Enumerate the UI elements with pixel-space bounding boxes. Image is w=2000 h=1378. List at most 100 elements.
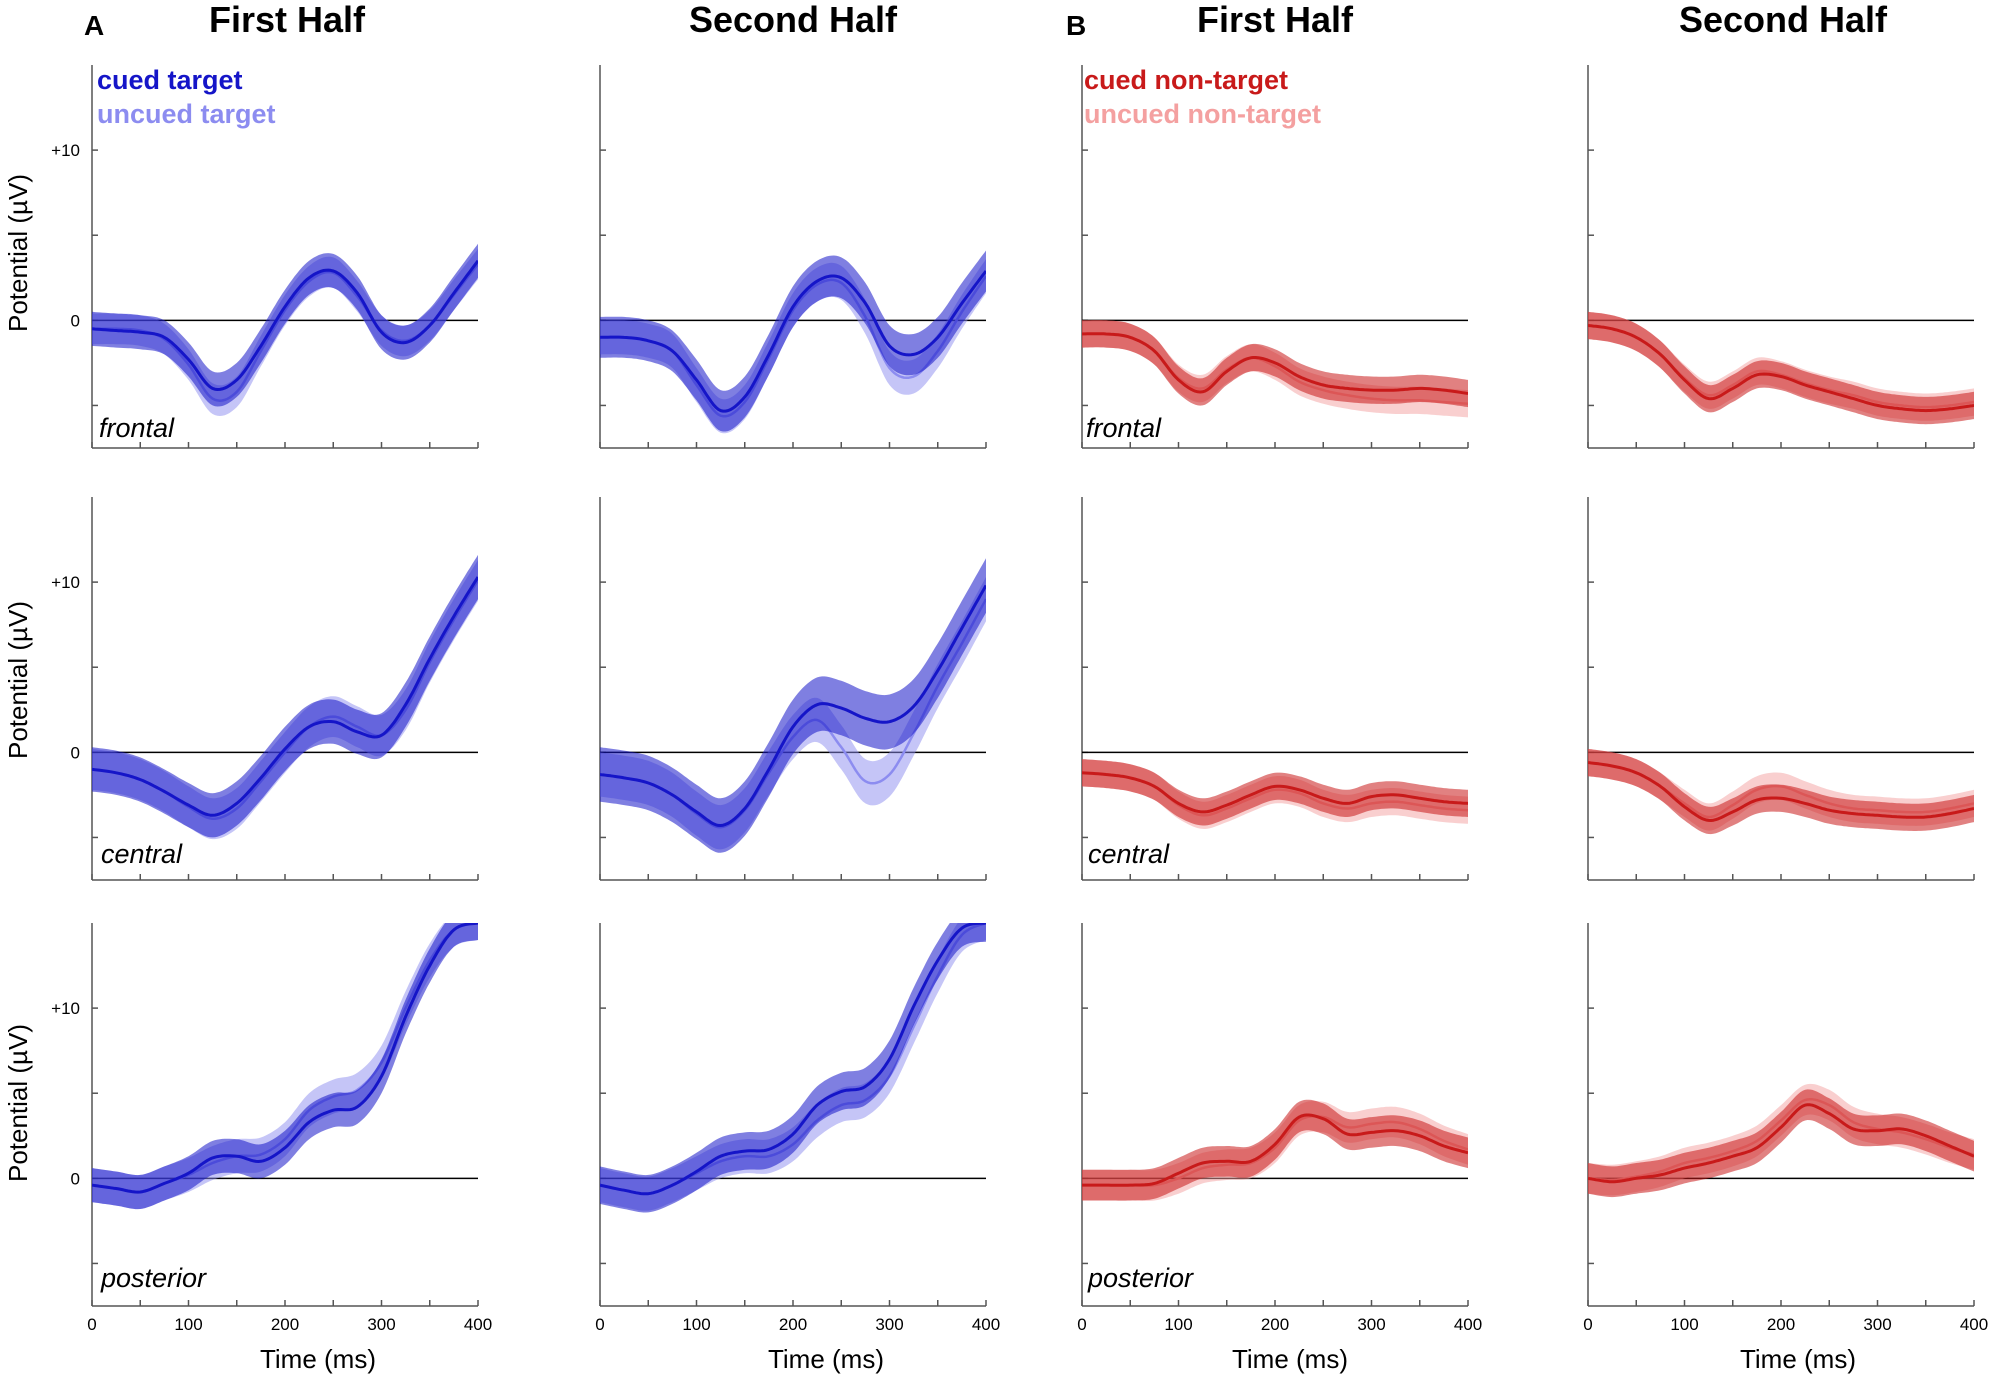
series-group: [1588, 748, 1974, 835]
y-axis-label-frontal: Potential (µV): [3, 174, 33, 332]
cued-non-target-error-band: [1588, 748, 1974, 835]
series-group: [600, 923, 986, 1213]
cued-target-line: [92, 923, 478, 1194]
panel-b-second-posterior: 0 100 200 300 400: [1583, 923, 1988, 1334]
x-axis-label-2: Time (ms): [768, 1344, 884, 1374]
x-tick-label-400: 400: [1454, 1315, 1482, 1334]
legend-uncued-non-target: uncued non-target: [1084, 99, 1321, 129]
x-tick-label-100: 100: [1164, 1315, 1192, 1334]
region-label-posterior-a1: posterior: [100, 1263, 207, 1293]
panel-b-first-posterior: 0 100 200 300 400: [1077, 923, 1482, 1334]
panel-letter-a: A: [84, 10, 104, 41]
x-axis-label-1: Time (ms): [260, 1344, 376, 1374]
cued-non-target-error-band: [1082, 759, 1468, 826]
cued-target-line: [92, 576, 478, 817]
x-tick-label-400: 400: [972, 1315, 1000, 1334]
panel-b-first-central: [1081, 497, 1469, 881]
cued-target-line: [600, 923, 986, 1196]
cued-target-error-band: [600, 558, 986, 853]
cued-non-target-error-band: [1082, 1099, 1468, 1201]
x-tick-label-0: 0: [595, 1315, 604, 1334]
panel-a-first-central: +10 0: [51, 497, 479, 881]
uncued-target-error-band: [600, 577, 986, 850]
y-tick-label-0: 0: [71, 311, 80, 330]
panel-a-second-central: [599, 497, 987, 881]
series-group: [1588, 311, 1974, 425]
cued-target-line: [600, 584, 986, 827]
x-axis-label-3: Time (ms): [1232, 1344, 1348, 1374]
x-tick-label-400: 400: [1960, 1315, 1988, 1334]
panel-a-second-posterior: 0 100 200 300 400: [595, 923, 1000, 1334]
x-tick-label-300: 300: [875, 1315, 903, 1334]
x-axis-label-4: Time (ms): [1740, 1344, 1856, 1374]
x-tick-label-100: 100: [174, 1315, 202, 1334]
y-tick-label-plus10: +10: [51, 573, 80, 592]
panel-a-second-frontal: [599, 65, 987, 449]
x-tick-label-300: 300: [1863, 1315, 1891, 1334]
x-tick-label-100: 100: [1670, 1315, 1698, 1334]
panel-a-first-posterior: +10 0 0 100 200 300 400: [51, 923, 492, 1334]
cued-target-error-band: [92, 554, 478, 838]
y-tick-label-0: 0: [71, 743, 80, 762]
x-tick-label-100: 100: [682, 1315, 710, 1334]
x-tick-label-200: 200: [1261, 1315, 1289, 1334]
panel-a-first-frontal: +10 0: [51, 65, 479, 449]
panel-letter-b: B: [1066, 10, 1086, 41]
region-label-posterior-b1: posterior: [1087, 1263, 1194, 1293]
x-tick-label-200: 200: [779, 1315, 807, 1334]
cued-non-target-line: [1082, 771, 1468, 814]
y-tick-label-0: 0: [71, 1169, 80, 1188]
plot-area: +10 0 +10 0 +10 0 0 100 200 300 400 0 100 200 300 400 0 1…: [51, 65, 1988, 1334]
series-group: [92, 554, 478, 840]
series-group: [92, 243, 478, 416]
x-tick-label-200: 200: [271, 1315, 299, 1334]
y-tick-label-plus10: +10: [51, 141, 80, 160]
region-label-central-b1: central: [1088, 839, 1170, 869]
cued-target-error-band: [92, 923, 478, 1210]
region-label-frontal-a1: frontal: [99, 413, 175, 443]
cued-non-target-line: [1588, 761, 1974, 822]
cued-target-error-band: [92, 243, 478, 407]
series-group: [1082, 1099, 1468, 1201]
y-axis-label-central: Potential (µV): [3, 601, 33, 759]
cued-non-target-line: [1082, 332, 1468, 395]
panel-b-second-frontal: [1587, 65, 1975, 449]
column-title-a-first-half: First Half: [209, 0, 366, 40]
legend-cued-non-target: cued non-target: [1084, 65, 1288, 95]
legend-cued-target: cued target: [97, 65, 243, 95]
cued-target-line: [600, 270, 986, 413]
series-group: [1082, 759, 1468, 829]
cued-non-target-line: [1588, 323, 1974, 413]
region-label-frontal-b1: frontal: [1086, 413, 1162, 443]
region-label-central-a1: central: [101, 839, 183, 869]
panel-b-second-central: [1587, 497, 1975, 881]
cued-non-target-line: [1082, 1113, 1468, 1187]
column-title-a-second-half: Second Half: [689, 0, 898, 40]
y-axis-label-posterior: Potential (µV): [3, 1024, 33, 1182]
x-tick-label-0: 0: [87, 1315, 96, 1334]
uncued-target-error-band: [600, 923, 986, 1211]
x-tick-label-0: 0: [1583, 1315, 1592, 1334]
series-group: [600, 250, 986, 434]
x-tick-label-200: 200: [1767, 1315, 1795, 1334]
x-tick-label-300: 300: [367, 1315, 395, 1334]
column-title-b-second-half: Second Half: [1679, 0, 1888, 40]
cued-target-error-band: [600, 923, 986, 1213]
y-tick-label-plus10: +10: [51, 999, 80, 1018]
cued-target-line: [92, 259, 478, 391]
x-tick-label-300: 300: [1357, 1315, 1385, 1334]
legend-uncued-target: uncued target: [97, 99, 276, 129]
series-group: [92, 923, 478, 1210]
x-tick-label-0: 0: [1077, 1315, 1086, 1334]
x-tick-label-400: 400: [464, 1315, 492, 1334]
panel-b-first-frontal: [1081, 65, 1469, 449]
cued-non-target-line: [1588, 1103, 1974, 1184]
cued-non-target-error-band: [1588, 1089, 1974, 1198]
series-group: [1082, 320, 1468, 418]
series-group: [1588, 1083, 1974, 1198]
cued-target-error-band: [600, 250, 986, 432]
series-group: [600, 558, 986, 853]
column-title-b-first-half: First Half: [1197, 0, 1354, 40]
cued-non-target-error-band: [1588, 311, 1974, 425]
